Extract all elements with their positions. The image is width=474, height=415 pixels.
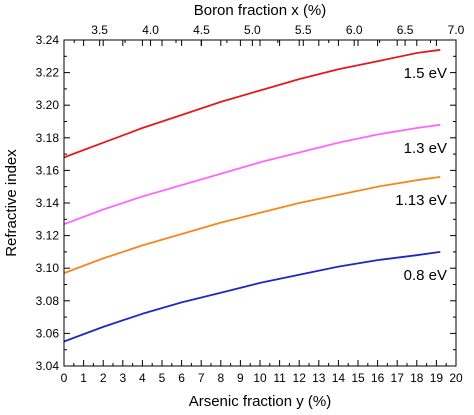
curves-layer	[63, 48, 441, 343]
x-tick-label: 13	[312, 371, 326, 385]
x-tick-label: 8	[217, 371, 224, 385]
x-tick-label: 19	[430, 371, 444, 385]
x-tick-label: 5	[159, 371, 166, 385]
series-label: 0.8 eV	[404, 267, 447, 284]
y-axis-title: Refractive index	[3, 149, 20, 257]
x-tick-label: 3	[119, 371, 126, 385]
x-tick-label: 12	[293, 371, 307, 385]
x-tick-label: 17	[391, 371, 405, 385]
top-tick-label: 4.5	[193, 23, 210, 37]
series-line	[63, 251, 441, 343]
x-tick-label: 1	[80, 371, 87, 385]
x-tick-label: 2	[100, 371, 107, 385]
y-tick-label: 3.22	[36, 66, 60, 80]
y-tick-label: 3.08	[36, 294, 60, 308]
y-tick-label: 3.18	[36, 131, 60, 145]
x-tick-label: 6	[178, 371, 185, 385]
y-tick-label: 3.10	[36, 261, 60, 275]
series-line	[63, 48, 441, 159]
plot-frame	[63, 39, 457, 367]
series-label: 1.13 eV	[395, 192, 447, 209]
x-tick-label: 16	[371, 371, 385, 385]
top-tick-label: 3.5	[91, 23, 108, 37]
top-tick-label: 6.5	[397, 23, 414, 37]
series-label: 1.3 eV	[404, 140, 447, 157]
x-tick-label: 15	[351, 371, 365, 385]
y-tick-label: 3.12	[36, 229, 60, 243]
y-tick-label: 3.14	[36, 196, 60, 210]
y-tick-label: 3.04	[36, 359, 60, 373]
y-tick-label: 3.16	[36, 163, 60, 177]
y-tick-label: 3.24	[36, 33, 60, 47]
x-tick-label: 7	[198, 371, 205, 385]
top-tick-label: 7.0	[448, 23, 465, 37]
x-tick-label: 11	[273, 371, 286, 385]
x-axis-title: Arsenic fraction y (%)	[189, 393, 332, 410]
x-tick-label: 0	[61, 371, 68, 385]
top-tick-label: 5.0	[244, 23, 261, 37]
x-tick-label: 10	[253, 371, 267, 385]
x-tick-label: 20	[449, 371, 463, 385]
top-axis-title: Boron fraction x (%)	[194, 2, 327, 19]
x-tick-label: 14	[332, 371, 346, 385]
x-tick-label: 9	[237, 371, 244, 385]
ticks-layer: 0 1 2 3 4 5 6 7 8 9 10 11 12 13 14 15 16 17 18 19 203.5 4.0 4.…	[36, 23, 465, 385]
x-tick-label: 18	[410, 371, 424, 385]
top-tick-label: 5.5	[295, 23, 312, 37]
series-label: 1.5 eV	[404, 65, 447, 82]
series-line	[63, 123, 441, 226]
curve-labels-layer: 1.5 eV 1.3 eV 1.13 eV 0.8 eV	[395, 65, 447, 284]
series-line	[63, 176, 441, 274]
x-tick-label: 4	[139, 371, 146, 385]
top-tick-label: 4.0	[142, 23, 159, 37]
y-tick-label: 3.06	[36, 326, 60, 340]
top-tick-label: 6.0	[346, 23, 363, 37]
y-tick-label: 3.20	[36, 98, 60, 112]
